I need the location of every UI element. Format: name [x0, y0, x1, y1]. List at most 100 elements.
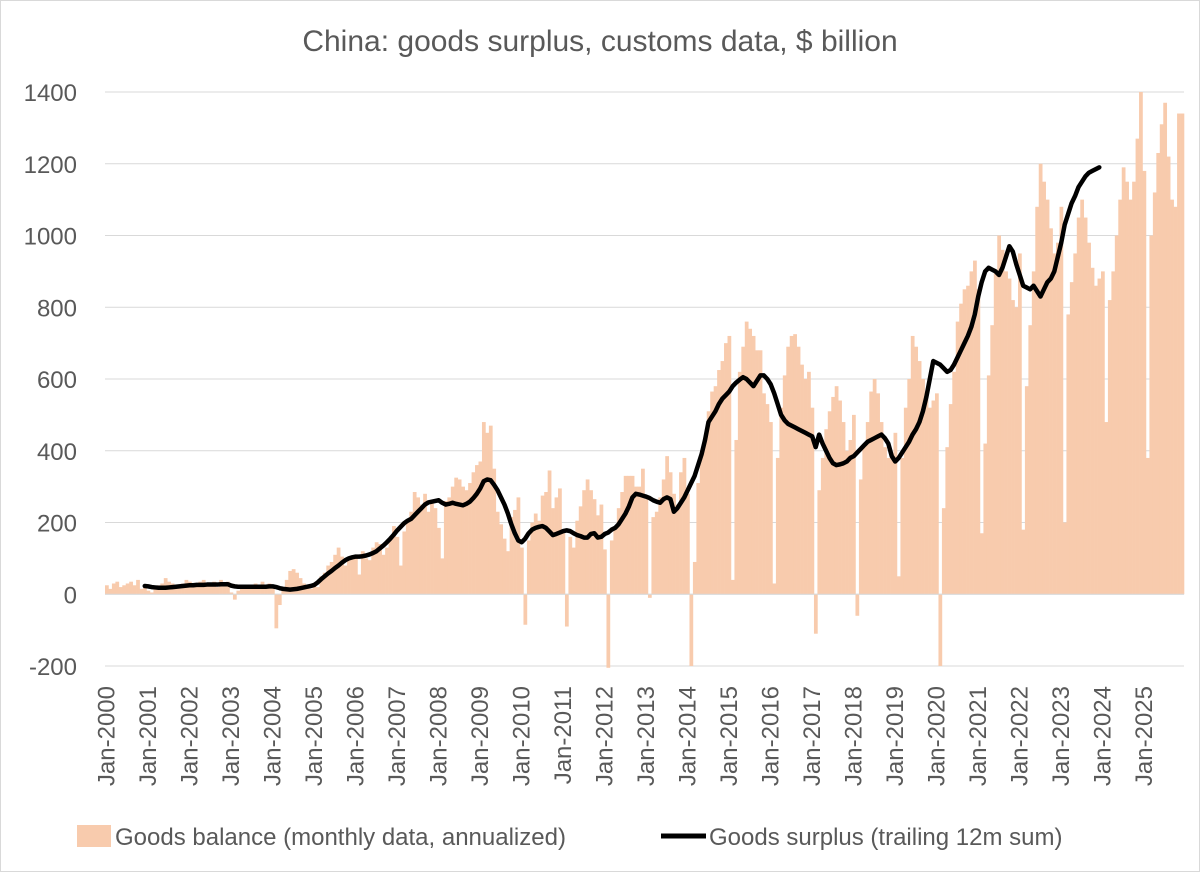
bar	[153, 587, 158, 595]
bar	[502, 538, 507, 595]
bar	[108, 588, 113, 595]
bar	[1073, 253, 1078, 595]
bar	[364, 558, 369, 595]
bar	[122, 585, 127, 595]
bar	[257, 587, 261, 595]
bar	[246, 585, 251, 595]
bar	[315, 587, 320, 595]
bar	[741, 346, 746, 595]
bar	[644, 499, 649, 595]
bar	[589, 490, 593, 595]
bar	[969, 271, 974, 595]
x-tick-label: Jan-2003	[218, 686, 245, 786]
bar	[658, 497, 663, 595]
bar	[544, 492, 548, 595]
bar	[762, 393, 766, 595]
bar	[800, 364, 804, 595]
bar	[796, 346, 801, 595]
bar	[1014, 307, 1019, 595]
bar	[876, 393, 880, 595]
bar	[582, 490, 587, 595]
bar	[402, 531, 407, 595]
bar	[769, 422, 773, 595]
bar	[416, 497, 421, 595]
bar	[679, 472, 683, 595]
bar	[181, 583, 185, 595]
bar	[955, 321, 960, 595]
bar	[1149, 235, 1154, 595]
bar	[703, 439, 708, 595]
bar	[558, 488, 562, 595]
legend-label-goods-surplus: Goods surplus (trailing 12m sum)	[709, 824, 1062, 851]
bar	[194, 583, 199, 595]
bar	[426, 511, 431, 595]
bar	[713, 386, 718, 595]
bar	[392, 526, 396, 595]
bar	[139, 588, 144, 595]
bar	[720, 361, 725, 595]
bar	[782, 375, 787, 595]
bar	[464, 490, 469, 595]
bar	[388, 540, 393, 595]
bar	[779, 407, 784, 595]
bar	[319, 576, 324, 595]
bar	[305, 587, 310, 595]
bar	[423, 493, 427, 595]
bar	[1028, 325, 1033, 595]
bar	[730, 579, 735, 595]
bar	[834, 386, 839, 595]
bar	[1007, 278, 1012, 595]
bar	[893, 432, 898, 595]
bar	[665, 456, 670, 595]
bar	[890, 454, 894, 595]
bar	[1145, 457, 1150, 595]
bar	[623, 475, 628, 595]
bar	[450, 486, 455, 595]
bar	[613, 529, 618, 595]
bar	[1094, 285, 1098, 595]
bar	[606, 594, 611, 668]
bar	[374, 542, 379, 595]
bar	[724, 343, 728, 595]
bar	[869, 391, 874, 595]
bar	[841, 422, 846, 595]
legend-swatch-goods-balance	[77, 825, 111, 847]
bar	[115, 581, 120, 595]
bar	[520, 547, 524, 595]
bar	[395, 536, 400, 595]
bar	[488, 425, 493, 595]
bar	[824, 429, 829, 595]
bar	[855, 594, 860, 616]
bar	[672, 493, 676, 595]
bar	[360, 551, 365, 595]
bar	[634, 486, 638, 595]
bar	[571, 547, 576, 595]
bar	[758, 350, 763, 595]
bar	[381, 554, 386, 595]
bar	[1059, 206, 1064, 595]
bar	[737, 371, 742, 595]
bar	[1024, 386, 1029, 595]
bar	[1038, 163, 1043, 595]
y-tick-label: 1400	[24, 80, 77, 107]
bar	[748, 328, 753, 595]
y-axis-ticks: -200 0 200 400 600 800 1000 1200 1400	[24, 80, 77, 681]
bar	[530, 522, 535, 595]
bar	[347, 560, 351, 595]
bar	[354, 554, 358, 595]
bar	[755, 350, 759, 595]
bar	[838, 400, 842, 595]
bar	[523, 594, 528, 625]
x-tick-label: Jan-2005	[301, 686, 328, 786]
legend: Goods balance (monthly data, annualized)…	[77, 824, 1062, 851]
bar	[651, 517, 656, 595]
bar	[267, 583, 272, 595]
bar	[931, 400, 936, 595]
bar	[457, 479, 462, 595]
x-tick-label: Jan-2000	[94, 686, 121, 786]
bar	[1000, 249, 1005, 595]
bar	[686, 493, 690, 595]
bar	[959, 303, 963, 595]
bar	[405, 522, 410, 595]
